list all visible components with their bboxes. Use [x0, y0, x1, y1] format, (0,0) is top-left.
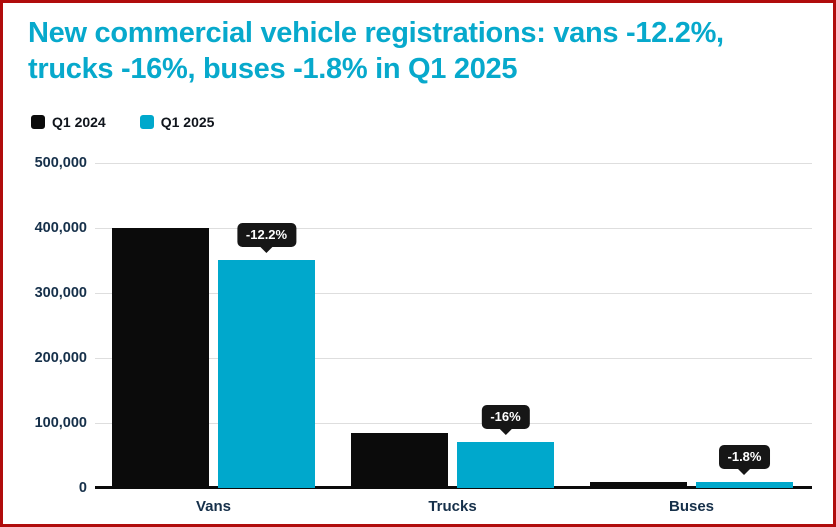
legend-swatch-q1-2025 — [139, 115, 154, 129]
gridline-300-000 — [95, 293, 812, 294]
x-axis-label-trucks: Trucks — [428, 498, 477, 515]
y-tick-label-100-000: 100,000 — [34, 415, 87, 431]
bar-q1-2024-buses[interactable] — [590, 482, 687, 488]
y-tick-label-300-000: 300,000 — [34, 285, 87, 301]
gridline-200-000 — [95, 358, 812, 359]
bar-q1-2025-vans[interactable] — [218, 259, 315, 488]
legend-item-q1-2025[interactable]: Q1 2025 — [139, 114, 215, 130]
legend-item-q1-2024[interactable]: Q1 2024 — [31, 114, 106, 130]
y-tick-label-400-000: 400,000 — [34, 220, 87, 236]
legend-label-q1-2024: Q1 2024 — [52, 114, 106, 130]
change-tooltip-vans: -12.2% — [236, 222, 297, 247]
bar-q1-2024-trucks[interactable] — [351, 432, 448, 488]
legend-swatch-q1-2024 — [31, 115, 45, 129]
y-tick-label-500-000: 500,000 — [34, 155, 87, 171]
bar-q1-2025-trucks[interactable] — [457, 441, 554, 488]
chart-title: New commercial vehicle registrations: va… — [28, 15, 724, 87]
x-axis-label-buses: Buses — [668, 498, 715, 515]
gridline-100-000 — [95, 423, 812, 424]
bar-q1-2024-vans[interactable] — [112, 228, 209, 488]
chart-title-line-1: New commercial vehicle registrations: va… — [28, 17, 724, 49]
y-tick-label-0: 0 — [78, 480, 87, 496]
legend-label-q1-2025: Q1 2025 — [160, 114, 215, 130]
gridline-400-000 — [95, 228, 812, 229]
x-axis-label-vans: Vans — [195, 498, 232, 515]
bar-q1-2025-buses[interactable] — [696, 482, 793, 488]
change-tooltip-buses: -1.8% — [718, 445, 771, 470]
gridline-500-000 — [95, 163, 812, 164]
bar-chart: -12.2% -16% -1.8% 0 100,000 200,000 300,000 40… — [3, 3, 833, 524]
legend: Q1 2024 Q1 2025 — [31, 114, 214, 130]
change-tooltip-trucks: -16% — [481, 404, 530, 429]
plot-area: -12.2% -16% -1.8% — [95, 163, 812, 489]
chart-title-line-2: trucks -16%, buses -1.8% in Q1 2025 — [28, 53, 518, 85]
y-tick-label-200-000: 200,000 — [34, 350, 87, 366]
x-axis-line — [95, 486, 812, 489]
